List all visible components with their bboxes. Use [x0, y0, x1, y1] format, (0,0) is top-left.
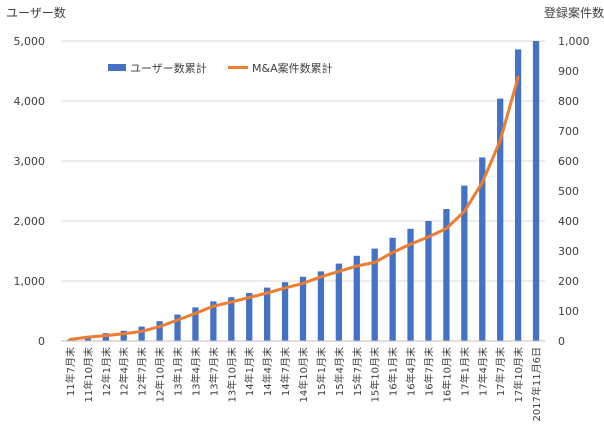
left-tick-label: 1,000 — [14, 275, 46, 288]
x-tick-label: 14年1月末 — [243, 347, 256, 396]
bar-users — [389, 237, 396, 341]
x-tick-label: 15年7月末 — [351, 347, 364, 396]
x-tick-label: 14年10月末 — [297, 347, 310, 402]
right-tick-label: 400 — [558, 215, 579, 228]
x-tick-label: 12年1月末 — [100, 347, 113, 396]
bar-users — [461, 185, 468, 341]
x-tick-label: 16年10月末 — [440, 347, 453, 402]
bar-users — [425, 221, 432, 341]
x-tick-label: 13年10月末 — [225, 347, 238, 402]
bar-users — [497, 98, 504, 341]
x-tick-label: 16年7月末 — [422, 347, 435, 396]
x-tick-label: 12年4月末 — [118, 347, 131, 396]
bar-users — [353, 255, 360, 341]
bar-users — [532, 41, 540, 341]
bar-users — [514, 49, 522, 342]
right-tick-label: 800 — [558, 95, 579, 108]
x-tick-label: 14年7月末 — [279, 347, 292, 396]
right-tick-label: 300 — [558, 245, 579, 258]
line-ma-deals — [68, 75, 520, 341]
x-tick-label: 17年10月末 — [512, 347, 525, 402]
x-tick-label: 16年4月末 — [405, 347, 418, 396]
bar-users — [443, 209, 450, 341]
legend-label-ma-deals: M&A案件数累計 — [252, 61, 333, 75]
right-tick-label: 0 — [558, 335, 565, 348]
bar-series-users — [66, 41, 540, 342]
right-axis-title: 登録案件数 — [544, 5, 604, 20]
bar-users — [120, 330, 127, 341]
x-tick-label: 15年4月末 — [333, 347, 346, 396]
bar-users — [138, 326, 145, 341]
right-tick-label: 1,000 — [558, 35, 590, 48]
bar-users — [479, 157, 486, 341]
x-tick-label: 17年4月末 — [476, 347, 489, 396]
x-tick-label: 15年1月末 — [315, 347, 328, 396]
bar-users — [264, 287, 271, 341]
bar-users — [299, 276, 307, 341]
left-tick-label: 0 — [38, 335, 45, 348]
x-tick-label: 16年1月末 — [387, 347, 400, 396]
right-tick-label: 900 — [558, 65, 579, 78]
x-tick-label: 13年1月末 — [172, 347, 185, 396]
bar-users — [84, 337, 92, 341]
right-tick-label: 200 — [558, 275, 579, 288]
bar-users — [210, 301, 217, 341]
bar-users — [174, 314, 181, 341]
line-series-ma-deals — [68, 75, 520, 341]
left-tick-label: 4,000 — [14, 95, 46, 108]
bar-users — [281, 282, 289, 341]
legend: ユーザー数累計 M&A案件数累計 — [108, 61, 333, 75]
bar-users — [335, 263, 342, 341]
right-tick-label: 700 — [558, 125, 579, 138]
bar-users — [246, 293, 253, 341]
right-tick-label: 100 — [558, 305, 579, 318]
bar-users — [317, 271, 325, 341]
bar-users — [156, 321, 163, 341]
x-tick-label: 12年10月末 — [154, 347, 167, 402]
x-tick-label: 13年4月末 — [189, 347, 202, 396]
bar-users — [228, 297, 235, 341]
bar-users — [407, 228, 414, 341]
x-tick-label: 17年1月末 — [458, 347, 471, 396]
left-axis-title: ユーザー数 — [6, 5, 66, 20]
x-tick-label: 14年4月末 — [261, 347, 274, 396]
left-tick-label: 2,000 — [14, 215, 46, 228]
right-tick-label: 600 — [558, 155, 579, 168]
right-tick-label: 500 — [558, 185, 579, 198]
x-tick-label: 11年7月末 — [64, 347, 77, 396]
left-tick-label: 5,000 — [14, 35, 46, 48]
x-tick-label: 17年7月末 — [494, 347, 507, 396]
legend-swatch-users — [108, 64, 126, 71]
legend-label-users: ユーザー数累計 — [130, 61, 207, 75]
bar-users — [192, 307, 199, 341]
x-tick-label: 2017年11月6日 — [530, 347, 543, 422]
axes: 0 1,000 2,000 3,000 4,000 5,000 0 100 200 300 400 5… — [14, 35, 590, 422]
x-tick-label: 13年7月末 — [207, 347, 220, 396]
x-tick-label: 11年10月末 — [82, 347, 95, 402]
left-tick-label: 3,000 — [14, 155, 46, 168]
x-tick-label: 12年7月末 — [136, 347, 149, 396]
x-tick-label: 15年10月末 — [369, 347, 382, 402]
bar-users — [371, 248, 378, 341]
